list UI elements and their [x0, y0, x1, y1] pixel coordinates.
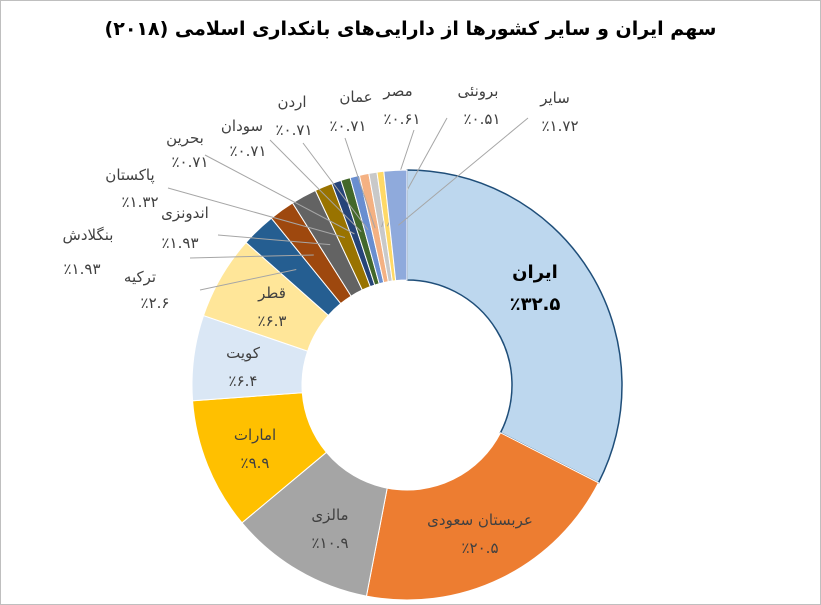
slice-value-3: ٪۹.۹ [241, 454, 270, 472]
slice-label-5: قطر [257, 284, 286, 302]
leader-line-8 [217, 234, 331, 246]
slice-value-2: ٪۱۰.۹ [312, 534, 349, 552]
slice-value-10: ٪۰.۷۱ [172, 153, 209, 171]
slice-value-11: ٪۰.۷۱ [230, 142, 267, 160]
slice-value-4: ٪۶.۴ [229, 372, 258, 390]
slice-value-15: ٪۰.۵۱ [464, 110, 501, 128]
slice-label-1: عربستان سعودی [427, 511, 533, 529]
leader-line-12 [302, 142, 369, 231]
leader-line-7 [189, 254, 314, 259]
chart-title: سهم ایران و سایر کشورها از دارایی‌های با… [104, 18, 717, 40]
leader-line-11 [269, 139, 362, 233]
slice-value-9: ٪۱.۳۲ [122, 193, 159, 211]
slice-label-12: اردن [277, 93, 306, 111]
slice-value-1: ٪۲۰.۵ [462, 539, 499, 557]
slice-label-9: پاکستان [105, 166, 154, 185]
leader-line-10 [204, 154, 355, 235]
slice-value-16: ٪۱.۷۲ [542, 117, 579, 135]
slice-16 [383, 169, 408, 282]
slice-label-0: ایران [512, 262, 558, 283]
slice-value-0: ٪۳۲.۵ [510, 294, 561, 315]
leader-line-13 [344, 137, 376, 229]
slice-value-6: ٪۲.۶ [141, 294, 170, 312]
slice-label-3: امارات [234, 426, 276, 444]
slice-0 [406, 169, 623, 484]
slice-value-8: ٪۱.۹۳ [162, 234, 199, 252]
slice-1 [365, 432, 600, 601]
slice-label-10: بحرین [166, 129, 204, 147]
leader-line-16 [398, 117, 529, 226]
slice-label-11: سودان [221, 117, 263, 135]
slice-label-15: برونئی [458, 82, 499, 100]
slice-value-14: ٪۰.۶۱ [384, 110, 421, 128]
slice-label-6: ترکیه [124, 268, 156, 286]
slice-label-16: سایر [539, 89, 570, 107]
slice-label-14: مصر [382, 82, 412, 100]
slice-label-4: کویت [226, 344, 261, 362]
slice-value-13: ٪۰.۷۱ [330, 117, 367, 135]
slice-value-12: ٪۰.۷۱ [276, 121, 313, 139]
leader-line-6 [199, 269, 297, 291]
slice-label-7: بنگلادش [63, 226, 114, 244]
slice-value-5: ٪۶.۳ [258, 312, 287, 330]
leader-line-9 [167, 187, 346, 239]
slice-value-7: ٪۱.۹۳ [64, 260, 101, 278]
slice-label-8: اندونزی [161, 204, 209, 222]
slice-label-13: عمان [339, 88, 372, 106]
slice-label-2: مالزی [311, 506, 348, 524]
